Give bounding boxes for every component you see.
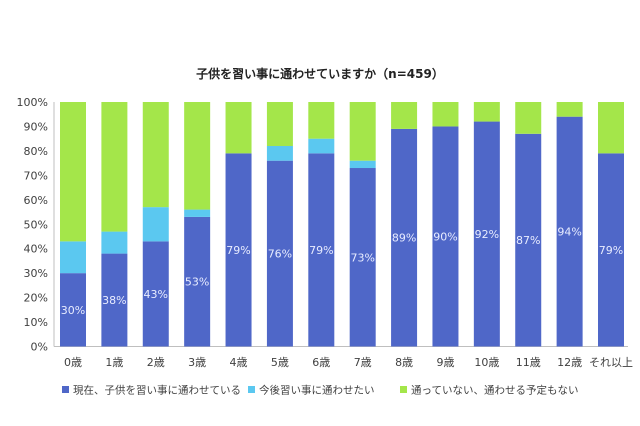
data-label: 53% (185, 276, 209, 289)
bar-segment-2 (391, 102, 418, 129)
chart-title: 子供を習い事に通わせていますか（n=459） (196, 66, 444, 81)
y-tick-label: 60% (24, 194, 48, 207)
y-tick-label: 50% (24, 218, 48, 231)
x-tick-label: 12歳 (557, 356, 582, 369)
bar-segment-1 (142, 207, 169, 242)
legend-swatch (248, 386, 255, 393)
y-tick-label: 90% (24, 120, 48, 133)
bar-segment-2 (142, 102, 169, 208)
bar-segment-0 (473, 121, 500, 347)
bar-segment-0 (556, 116, 583, 347)
x-tick-label: 11歳 (516, 356, 541, 369)
legend: 現在、子供を習い事に通わせている 今後習い事に通わせたい 通っていない、通わせる予定… (62, 384, 578, 397)
bar-segment-2 (184, 102, 211, 210)
y-tick-label: 20% (24, 292, 48, 305)
y-tick-label: 70% (24, 169, 48, 182)
bar-segment-1 (349, 160, 376, 169)
data-label: 94% (557, 226, 581, 239)
bar-segment-0 (60, 273, 86, 347)
bar-segment-2 (225, 102, 252, 154)
y-tick-label: 0% (31, 341, 48, 354)
legend-label: 通っていない、通わせる予定もない (411, 384, 578, 397)
bar-segment-0 (515, 133, 542, 347)
data-label: 79% (226, 244, 250, 257)
bar-segment-2 (101, 102, 128, 232)
data-label: 79% (309, 244, 333, 257)
x-tick-label: 7歳 (354, 356, 372, 369)
x-tick-label: 3歳 (188, 356, 206, 369)
bars: 30% 38% 43% 53% 79% 76% 79% 73% 89% 90% 92% 87% 94% 7… (60, 102, 624, 347)
x-tick-label: 9歳 (436, 356, 454, 369)
x-tick-label: 10歳 (474, 356, 499, 369)
bar-segment-2 (349, 102, 376, 161)
bar-segment-2 (60, 102, 86, 242)
y-tick-label: 40% (24, 243, 48, 256)
bar-segment-1 (266, 146, 293, 161)
legend-label: 今後習い事に通わせたい (259, 384, 375, 397)
x-tick-label: 4歳 (230, 356, 248, 369)
data-label: 30% (61, 304, 85, 317)
bar-segment-0 (266, 160, 293, 347)
y-tick-label: 100% (17, 96, 48, 109)
y-tick-label: 80% (24, 145, 48, 158)
x-tick-label: それ以上 (589, 356, 633, 369)
data-label: 92% (475, 228, 499, 241)
data-label: 43% (144, 288, 168, 301)
x-tick-label: 0歳 (64, 356, 82, 369)
bar-segment-2 (473, 102, 500, 122)
x-axis: 0歳 1歳 2歳 3歳 4歳 5歳 6歳 7歳 8歳 9歳 10歳 11歳 12歳 それ以上 (64, 356, 633, 369)
bar-segment-0 (349, 168, 376, 347)
bar-segment-2 (432, 102, 459, 127)
bar-segment-0 (391, 128, 418, 347)
x-tick-label: 6歳 (312, 356, 330, 369)
bar-segment-0 (308, 153, 335, 347)
bar-segment-1 (308, 138, 335, 154)
data-label: 79% (599, 244, 623, 257)
bar-segment-2 (266, 102, 293, 147)
x-tick-label: 1歳 (105, 356, 123, 369)
bar-segment-2 (556, 102, 583, 117)
x-tick-label: 2歳 (147, 356, 165, 369)
data-label: 38% (102, 294, 126, 307)
bar-segment-1 (184, 209, 211, 217)
data-label: 90% (433, 230, 457, 243)
bar-segment-1 (60, 241, 86, 274)
data-label: 73% (350, 251, 374, 264)
bar-segment-1 (101, 231, 128, 254)
bar-segment-2 (598, 102, 624, 154)
bar-segment-0 (432, 126, 459, 347)
data-label: 87% (516, 234, 540, 247)
y-tick-label: 10% (24, 316, 48, 329)
x-tick-label: 8歳 (395, 356, 413, 369)
y-tick-label: 30% (24, 267, 48, 280)
legend-swatch (62, 386, 69, 393)
bar-segment-0 (142, 241, 169, 347)
x-tick-label: 5歳 (271, 356, 289, 369)
bar-segment-2 (308, 102, 335, 139)
bar-segment-2 (515, 102, 542, 134)
data-label: 89% (392, 232, 416, 245)
bar-segment-0 (101, 253, 128, 347)
bar-segment-0 (598, 153, 624, 347)
data-label: 76% (268, 248, 292, 261)
bar-segment-0 (184, 216, 211, 347)
bar-segment-0 (225, 153, 252, 347)
legend-swatch (400, 386, 407, 393)
legend-label: 現在、子供を習い事に通わせている (73, 384, 241, 397)
